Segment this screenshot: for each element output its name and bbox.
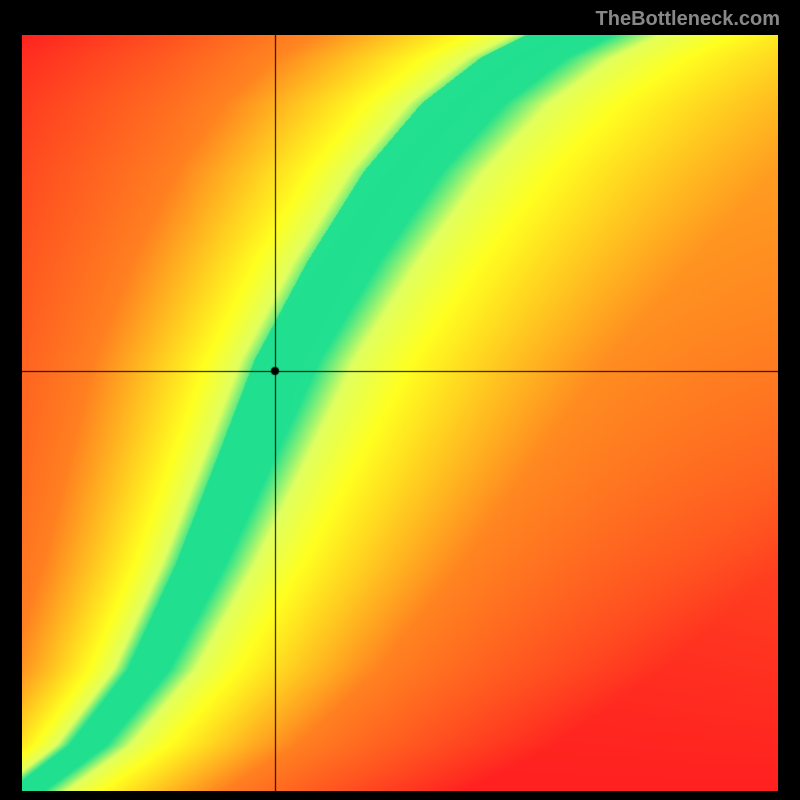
heatmap-canvas	[22, 35, 778, 791]
bottleneck-heatmap	[22, 35, 778, 791]
watermark-text: TheBottleneck.com	[596, 8, 780, 31]
